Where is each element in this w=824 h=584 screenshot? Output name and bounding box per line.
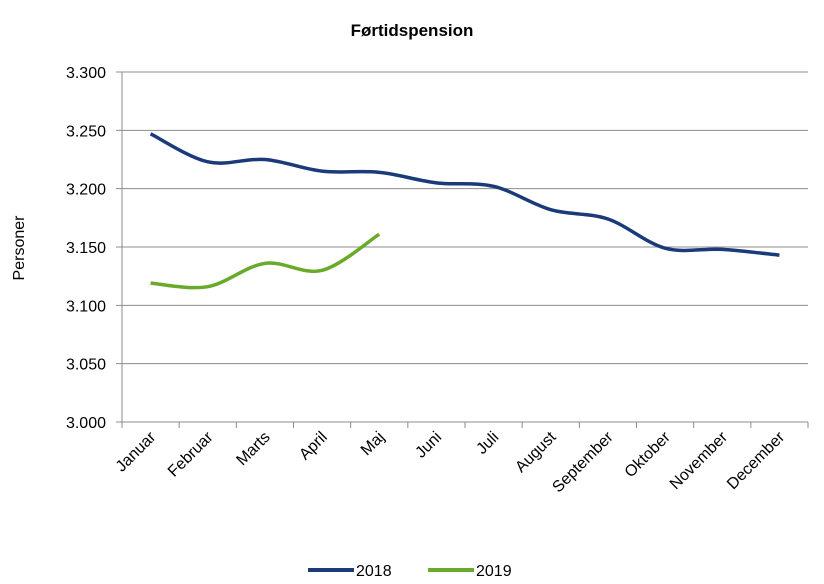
- x-tick-label: December: [724, 428, 789, 493]
- grid: [116, 71, 809, 428]
- legend-label: 2018: [356, 563, 392, 580]
- x-tick-label: Januar: [113, 428, 160, 475]
- y-tick-label: 3.200: [66, 182, 106, 199]
- x-tick-label: Juni: [412, 429, 445, 462]
- y-tick-label: 3.000: [66, 415, 106, 432]
- series-line-2018: [149, 132, 780, 257]
- y-tick-label: 3.250: [66, 123, 106, 140]
- x-tick-label: August: [512, 428, 560, 476]
- y-tick-label: 3.050: [66, 357, 106, 374]
- x-tick-label: November: [667, 428, 732, 493]
- x-tick-label: September: [549, 428, 617, 496]
- chart-title: Førtidspension: [351, 21, 474, 40]
- legend: 2018 2019: [308, 563, 512, 580]
- y-axis-label: Personer: [11, 215, 28, 281]
- series-line-2019: [150, 232, 381, 290]
- legend-label: 2019: [476, 563, 512, 580]
- x-tick-label: Oktober: [622, 428, 675, 481]
- x-axis-ticks: Januar Februar Marts April Maj Juni Juli August…: [113, 428, 789, 496]
- x-tick-label: Februar: [165, 428, 217, 480]
- y-axis-ticks: 3.000 3.050 3.100 3.150 3.200 3.250 3.300: [66, 65, 106, 432]
- x-tick-label: Maj: [358, 429, 388, 459]
- x-tick-label: Marts: [233, 429, 273, 469]
- x-tick-label: April: [296, 429, 331, 464]
- x-tick-label: Juli: [473, 429, 502, 458]
- series-lines: [149, 132, 780, 290]
- y-tick-label: 3.150: [66, 240, 106, 257]
- y-tick-label: 3.100: [66, 298, 106, 315]
- y-tick-label: 3.300: [66, 65, 106, 82]
